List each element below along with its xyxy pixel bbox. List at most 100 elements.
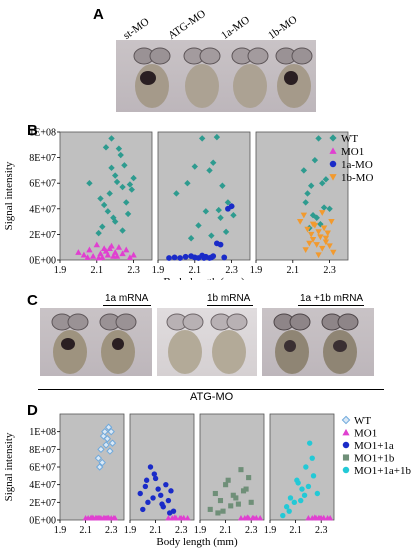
label-1a-mo: 1a-MO (219, 13, 253, 42)
point-wt (106, 190, 113, 197)
point-mo1-1b (225, 477, 231, 483)
point-1a-mo (182, 253, 189, 260)
point-1b-mo (309, 221, 317, 228)
legend-marker-mo1-1a (342, 441, 350, 449)
point-wt (187, 235, 195, 242)
point-wt (210, 159, 217, 166)
point-mo1 (106, 245, 113, 252)
y-tick-label: 0E+00 (29, 516, 56, 527)
point-wt (108, 164, 115, 172)
point-mo1 (89, 514, 95, 520)
point-wt (195, 222, 202, 229)
point-1b-mo (315, 252, 322, 259)
point-1a-mo (171, 254, 178, 261)
series-wt (86, 135, 137, 237)
point-mo1-1a (155, 486, 161, 492)
point-mo1-1b (248, 499, 254, 505)
point-wt (117, 151, 124, 159)
point-wt (322, 176, 330, 183)
point-1b-mo (319, 210, 326, 216)
x-tick-label: 1.9 (152, 265, 165, 276)
point-mo1-1a-1b (294, 477, 300, 483)
legend-1a-mo: 1a-MO (329, 159, 373, 171)
point-mo1-1a-1b (299, 486, 305, 492)
point-1b-mo (326, 243, 333, 250)
point-wt (100, 201, 108, 209)
point-mo1-1a-1b (280, 512, 286, 519)
point-1b-mo (322, 235, 330, 242)
legend-marker-mo1-1a-1b (342, 466, 350, 474)
legend-wt: WT (329, 133, 358, 145)
point-1b-mo (317, 234, 324, 241)
series-mo1 (82, 514, 119, 521)
point-mo1 (94, 515, 101, 521)
point-1a-mo (166, 255, 172, 261)
point-mo1-1a-1b (283, 504, 290, 510)
point-wt (104, 423, 113, 431)
point-1a-mo (221, 254, 228, 261)
point-mo1 (315, 515, 322, 521)
embryo-3 (231, 47, 269, 108)
legend-marker-1a-mo (329, 160, 337, 168)
point-1a-mo (228, 203, 235, 210)
point-wt (102, 441, 110, 449)
point-wt (215, 206, 222, 214)
point-mo1-1a (137, 490, 143, 497)
legend-label: 1a-MO (341, 159, 373, 171)
point-mo1-1a (166, 510, 173, 516)
x-axis-label: Body length (mm) (156, 536, 238, 548)
point-mo1 (250, 515, 257, 521)
point-mo1-1a (152, 475, 159, 482)
point-1a-mo (177, 255, 183, 261)
point-wt (320, 204, 328, 211)
point-wt (97, 195, 104, 202)
point-mo1 (115, 244, 123, 250)
plot-area (59, 131, 153, 261)
point-wt (219, 182, 226, 189)
point-mo1 (171, 514, 178, 520)
x-tick-label: 1.9 (194, 525, 207, 536)
point-wt (108, 439, 117, 447)
series-mo1 (237, 514, 264, 521)
point-wt (124, 210, 132, 218)
point-1b-mo (319, 245, 326, 252)
point-1b-mo (309, 236, 317, 243)
point-mo1-1a (142, 483, 149, 490)
point-wt (202, 208, 210, 215)
panel-c-photo-3 (262, 308, 374, 376)
x-tick-label: 2.1 (149, 525, 162, 536)
legend-label: MO1+1b (354, 453, 395, 465)
point-mo1-1a (151, 471, 158, 477)
y-axis-label: Signal intensity (3, 161, 15, 230)
point-wt (104, 208, 112, 215)
point-mo1 (119, 250, 126, 257)
point-1b-mo (315, 229, 322, 236)
point-mo1-1a (150, 495, 156, 501)
point-wt (217, 214, 224, 221)
point-wt (86, 180, 93, 187)
point-mo1-1b (217, 498, 224, 504)
point-1b-mo (320, 225, 328, 232)
point-mo1 (305, 515, 312, 521)
legend-marker-wt (341, 415, 351, 425)
label-atg-mo: ATG-MO (166, 7, 209, 42)
series-mo1 (75, 241, 137, 261)
embryo-pair-1 (51, 313, 137, 374)
legend-label: MO1 (341, 146, 364, 158)
point-mo1-1b (215, 510, 221, 516)
x-tick-label: 2.3 (127, 265, 140, 276)
legend-label: WT (341, 133, 358, 145)
legend-label: MO1+1a (354, 440, 394, 452)
series-mo1-1b (207, 467, 254, 516)
x-tick-label: 2.3 (245, 525, 258, 536)
label-1b-mrna: 1b mRNA (207, 293, 251, 304)
point-1a-mo (201, 255, 207, 261)
point-mo1 (244, 514, 251, 520)
point-mo1 (89, 252, 97, 259)
x-tick-label: 1.9 (124, 525, 137, 536)
subplot-1: 1.9 2.1 2.3 (54, 131, 153, 276)
legend-label: MO1 (354, 428, 377, 440)
point-1b-mo (330, 249, 337, 256)
